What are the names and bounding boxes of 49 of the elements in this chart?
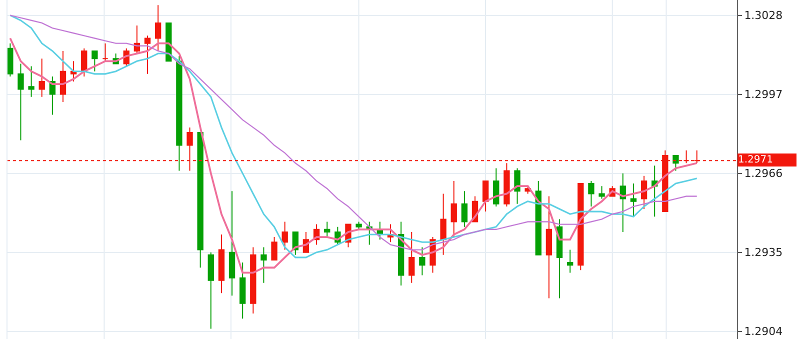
candlestick: [419, 246, 426, 276]
candlestick: [588, 180, 594, 207]
candlestick: [144, 35, 151, 74]
candlestick: [7, 42, 14, 77]
candlestick: [356, 221, 362, 230]
candlestick: [598, 186, 605, 200]
candlestick: [197, 132, 204, 268]
candlestick: [18, 63, 24, 141]
candlestick: [482, 180, 489, 212]
candlestick: [250, 246, 256, 314]
candlestick: [578, 183, 584, 271]
candlestick: [514, 168, 520, 204]
candlestick: [70, 60, 77, 82]
candlestick: [218, 234, 225, 294]
candlestick: [556, 218, 563, 299]
candlestick: [28, 66, 34, 98]
candlestick: [176, 56, 182, 172]
candlestick: [546, 196, 552, 299]
candlestick: [240, 262, 246, 320]
candlestick: [630, 183, 637, 218]
y-tick-label: 1.3028: [744, 9, 783, 22]
candlestick: [102, 42, 108, 62]
y-tick-label: 1.2935: [744, 246, 783, 260]
y-tick-label: 1.2904: [744, 325, 783, 338]
candlestick: [60, 50, 66, 102]
ref-line-label: 1.2971: [738, 154, 773, 166]
candlestick: [92, 50, 98, 72]
y-tick-label: 1.2966: [744, 167, 783, 180]
candlestick: [271, 236, 278, 260]
candlestick: [228, 190, 236, 296]
candlestick: [640, 175, 648, 210]
candlestick: [408, 231, 415, 284]
candlestick: [324, 221, 330, 238]
candlestick: [535, 180, 542, 256]
y-tick-label: 1.2997: [744, 88, 783, 102]
candlestick: [450, 180, 457, 238]
candlestick: [38, 58, 45, 98]
candlestick: [81, 48, 88, 77]
candlestick: [260, 246, 267, 284]
candlestick: [461, 190, 468, 228]
candlestick: [620, 172, 626, 232]
candlestick: [282, 221, 288, 250]
candlestick: [566, 249, 574, 274]
candlestick: [493, 168, 500, 207]
candlestick: [154, 4, 162, 52]
candlestick: [440, 193, 446, 256]
candlestick: [504, 162, 510, 207]
candlestick: [208, 252, 214, 330]
candlestick: [672, 154, 679, 172]
